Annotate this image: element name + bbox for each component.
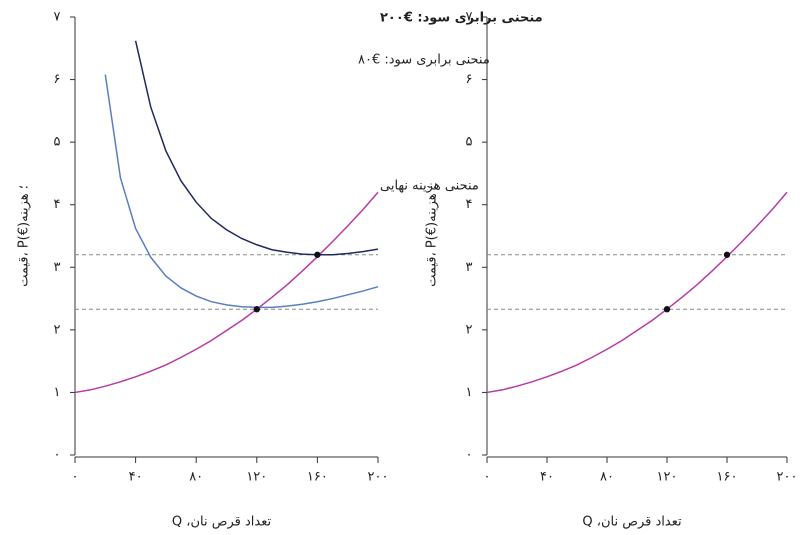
y-tick-label: ٣ <box>466 260 473 275</box>
point <box>253 306 260 313</box>
y-tick-label: ٧ <box>54 10 61 25</box>
x-tick-label: ٠ <box>72 470 79 485</box>
y-tick-label: ٠ <box>54 448 61 463</box>
series-label: منحنی هزینه نهایی <box>380 179 479 194</box>
y-tick-label: ١ <box>466 385 473 400</box>
series-label: منحنی برابری سود: €۸۰ <box>358 53 490 68</box>
y-tick-label: ١ <box>54 385 61 400</box>
x-tick-label: ٠ <box>484 470 491 485</box>
y-tick-label: ٧ <box>466 10 473 25</box>
y-tick-label: ۶ <box>54 72 61 87</box>
line <box>74 191 379 394</box>
x-tick-label: ١۶٠ <box>307 470 328 485</box>
x-tick-label: ٨٠ <box>189 470 203 485</box>
y-tick-label: ۴ <box>54 197 61 212</box>
x-tick-label: ۴٠ <box>540 470 554 485</box>
x-axis-label: تعداد قرص نان، Q <box>582 515 682 530</box>
point <box>723 251 731 258</box>
y-tick-label: ۶ <box>466 72 473 87</box>
y-axis-label: قیمت، P(€)؛ هزینه <box>17 185 32 287</box>
line <box>104 74 379 309</box>
y-tick-label: ٢ <box>466 322 473 337</box>
x-tick-label: ٢٠٠ <box>777 470 798 485</box>
y-tick-label: ٠ <box>466 448 473 463</box>
y-tick-label: ٢ <box>54 322 61 337</box>
line <box>486 191 788 394</box>
y-tick-label: ۵ <box>54 135 61 150</box>
x-axis-label: تعداد قرص نان، Q <box>172 515 272 530</box>
x-tick-label: ٨٠ <box>600 470 614 485</box>
series-label: منحنی برابری سود: €۲۰۰ <box>380 11 543 26</box>
x-tick-label: ١٢٠ <box>657 470 678 485</box>
point <box>663 306 671 313</box>
x-tick-label: ٢٠٠ <box>368 470 389 485</box>
point <box>314 251 321 258</box>
x-tick-label: ۴٠ <box>129 470 143 485</box>
y-axis-label: قیمت، P(€)؛ هزینه <box>425 185 440 287</box>
y-tick-label: ٣ <box>54 260 61 275</box>
y-tick-label: ۵ <box>466 135 473 150</box>
y-tick-label: ۴ <box>466 197 473 212</box>
x-tick-label: ١۶٠ <box>717 470 738 485</box>
line <box>134 40 379 256</box>
x-tick-label: ١٢٠ <box>246 470 267 485</box>
